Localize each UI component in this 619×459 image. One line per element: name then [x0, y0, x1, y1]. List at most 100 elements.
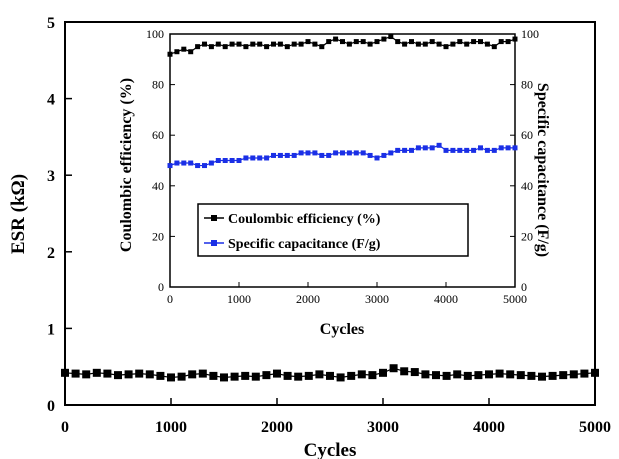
- inset-data-point-0: [277, 41, 283, 47]
- outer-data-point: [262, 371, 271, 380]
- outer-data-point: [294, 372, 303, 381]
- outer-data-point: [368, 371, 377, 380]
- inset-data-point-0: [229, 41, 235, 47]
- outer-data-point: [177, 372, 186, 381]
- outer-data-point: [251, 372, 260, 381]
- outer-data-point: [379, 368, 387, 377]
- inset-data-point-0: [250, 41, 256, 47]
- inset-data-point-0: [450, 41, 456, 47]
- outer-data-point: [485, 370, 493, 379]
- inset-data-point-1: [326, 152, 332, 158]
- inset-right-y-tick-label: 100: [521, 27, 539, 41]
- outer-data-point: [188, 370, 197, 379]
- outer-x-tick-label: 0: [61, 419, 69, 436]
- inset-data-point-0: [188, 49, 194, 55]
- inset-data-point-1: [167, 163, 173, 169]
- inset-data-point-0: [264, 44, 270, 50]
- outer-data-point: [538, 372, 546, 381]
- inset-data-point-1: [388, 150, 394, 156]
- outer-data-point: [336, 373, 345, 382]
- inset-data-point-0: [195, 44, 201, 50]
- inset-left-y-tick-label: 100: [146, 27, 164, 41]
- inset-data-point-0: [291, 41, 297, 47]
- inset-data-point-1: [319, 152, 325, 158]
- inset-data-point-1: [195, 163, 201, 169]
- inset-data-point-0: [360, 39, 366, 45]
- inset-right-y-tick-label: 0: [521, 280, 527, 294]
- inset-data-point-1: [464, 147, 470, 153]
- inset-right-y-tick-label: 20: [521, 229, 533, 243]
- inset-data-point-1: [340, 150, 345, 156]
- inset-right-y-tick-label: 80: [521, 78, 533, 92]
- inset-data-point-1: [450, 147, 456, 153]
- inset-data-point-1: [402, 147, 408, 153]
- inset-data-point-1: [415, 145, 421, 151]
- outer-data-point: [516, 371, 525, 380]
- outer-data-point: [580, 369, 589, 378]
- inset-data-point-0: [415, 41, 421, 47]
- inset-data-point-1: [277, 152, 283, 158]
- inset-data-point-1: [436, 142, 442, 148]
- inset-data-point-0: [271, 41, 276, 47]
- outer-data-point: [241, 371, 250, 380]
- inset-data-points: [167, 34, 518, 169]
- inset-left-y-tick-label: 60: [152, 128, 164, 142]
- inset-data-point-0: [340, 39, 345, 45]
- outer-data-point: [453, 370, 462, 379]
- inset-x-tick-label: 4000: [434, 292, 458, 306]
- outer-y-tick-label: 2: [47, 245, 55, 262]
- outer-x-tick-label: 4000: [473, 419, 505, 436]
- inset-data-point-1: [222, 158, 228, 163]
- inset-data-point-1: [512, 145, 518, 151]
- inset-data-point-1: [264, 155, 270, 161]
- inset-data-point-1: [443, 147, 449, 153]
- outer-data-point: [506, 370, 515, 379]
- legend-marker-capacitance: [211, 240, 217, 246]
- inset-data-point-0: [484, 41, 490, 47]
- outer-data-point: [569, 370, 578, 379]
- outer-data-point: [230, 372, 239, 381]
- inset-plot-frame: [169, 33, 516, 288]
- outer-data-point: [103, 369, 112, 378]
- outer-x-tick-label: 5000: [579, 419, 611, 436]
- inset-left-y-axis-label: Coulombic efficiency (%): [118, 78, 135, 252]
- inset-data-point-0: [409, 39, 414, 45]
- outer-data-point: [410, 368, 419, 377]
- legend-entry-coulombic: Coulombic efficiency (%): [204, 212, 381, 227]
- inset-data-point-0: [305, 39, 311, 45]
- inset-data-point-1: [236, 158, 242, 163]
- outer-plot-frame: [64, 21, 596, 406]
- outer-data-point: [135, 369, 144, 378]
- inset-data-point-1: [381, 152, 387, 158]
- inset-data-point-0: [208, 44, 214, 50]
- outer-y-tick-label: 0: [47, 398, 55, 415]
- inset-axis-ticks: 0 1000 2000 3000 4000 50000204060801000204060…: [146, 27, 539, 306]
- inset-data-point-0: [422, 41, 428, 47]
- outer-data-point: [527, 371, 536, 380]
- inset-data-point-0: [243, 44, 249, 50]
- outer-x-tick-label: 2000: [261, 419, 293, 436]
- outer-x-axis-label: Cycles: [304, 440, 357, 459]
- inset-data-point-0: [443, 44, 449, 50]
- outer-data-point: [463, 371, 472, 380]
- legend-label-coulombic: Coulombic efficiency (%): [228, 212, 381, 227]
- inset-data-point-0: [478, 39, 483, 45]
- outer-data-point: [432, 371, 440, 380]
- inset-left-y-tick-label: 80: [152, 78, 164, 92]
- inset-data-point-0: [319, 44, 325, 50]
- inset-data-point-0: [236, 41, 242, 47]
- inset-x-tick-label: 1000: [227, 292, 251, 306]
- inset-data-point-1: [208, 160, 214, 166]
- inset-left-y-tick-label: 20: [152, 229, 164, 243]
- inset-data-point-1: [360, 150, 366, 156]
- inset-data-point-0: [222, 44, 228, 50]
- inset-data-point-0: [395, 39, 401, 45]
- inset-data-point-1: [250, 155, 256, 161]
- outer-data-point: [315, 370, 324, 379]
- legend-marker-coulombic: [211, 215, 217, 221]
- outer-y-tick-label: 3: [47, 168, 55, 185]
- inset-data-point-0: [367, 41, 373, 47]
- inset-data-point-0: [215, 41, 221, 47]
